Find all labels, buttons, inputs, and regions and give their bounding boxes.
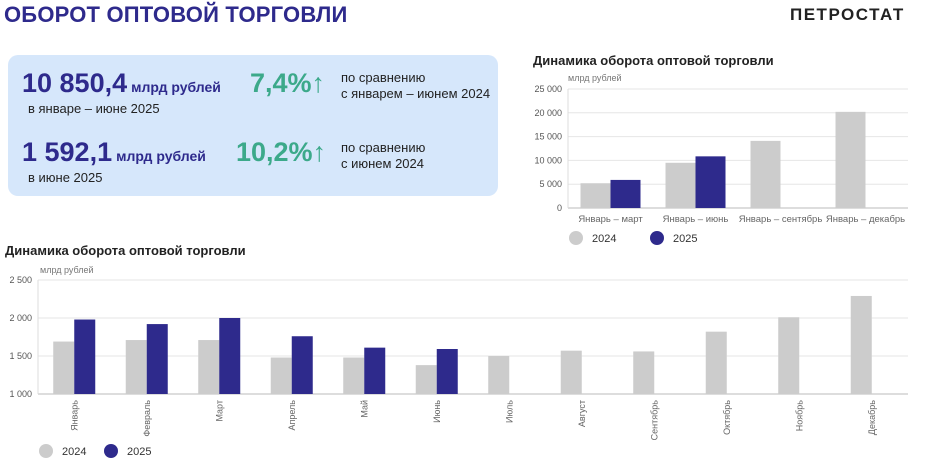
- legend-marker-2025: [104, 444, 118, 458]
- bar-2024: [125, 340, 147, 394]
- legend-marker-2024: [569, 231, 583, 245]
- y-tick-label: 25 000: [534, 84, 562, 94]
- kpi-total-change: 7,4%↑: [250, 68, 325, 99]
- kpi-june-compare-line1: по сравнению: [341, 140, 426, 155]
- kpi-total-compare: по сравнению с январем – июнем 2024: [341, 70, 490, 102]
- bar-2025: [364, 347, 386, 394]
- y-tick-label: 1 000: [9, 389, 32, 399]
- bar-2025: [146, 324, 168, 394]
- x-tick-label: Март: [214, 400, 224, 422]
- x-tick-label: Октябрь: [722, 400, 732, 435]
- bar-2025: [695, 156, 726, 208]
- y-tick-label: 2 500: [9, 275, 32, 285]
- bar-2024: [750, 140, 781, 208]
- arrow-up-icon: ↑: [312, 137, 327, 167]
- kpi-june: 1 592,1 млрд рублей: [22, 137, 206, 168]
- y-tick-label: 10 000: [534, 155, 562, 165]
- x-tick-label: Июль: [504, 400, 514, 423]
- kpi-june-compare-line2: с июнем 2024: [341, 156, 425, 171]
- bar-2024: [705, 331, 727, 394]
- legend-marker-2024: [39, 444, 53, 458]
- kpi-panel: 10 850,4 млрд рублей в январе – июне 2025…: [8, 55, 498, 196]
- kpi-total-period: в январе – июне 2025: [28, 101, 160, 116]
- bar-2024: [560, 350, 582, 394]
- y-axis-unit-label: млрд рублей: [568, 73, 622, 83]
- bar-2025: [610, 179, 641, 208]
- bar-2024: [850, 295, 872, 394]
- x-tick-label: Февраль: [142, 400, 152, 437]
- kpi-june-value: 1 592,1: [22, 137, 113, 167]
- x-tick-label: Июнь: [432, 400, 442, 423]
- x-tick-label: Ноябрь: [794, 400, 804, 432]
- y-tick-label: 20 000: [534, 108, 562, 118]
- bar-2024: [53, 341, 75, 394]
- legend-marker-2025: [650, 231, 664, 245]
- y-axis-unit-label: млрд рублей: [40, 265, 94, 275]
- kpi-june-pct: 10,2%: [236, 137, 313, 167]
- kpi-total-compare-line1: по сравнению: [341, 70, 426, 85]
- x-tick-label: Май: [359, 400, 369, 418]
- kpi-total: 10 850,4 млрд рублей: [22, 68, 221, 99]
- x-tick-label: Август: [577, 400, 587, 427]
- kpi-june-unit: млрд рублей: [116, 148, 206, 164]
- kpi-june-change: 10,2%↑: [236, 137, 326, 168]
- kpi-total-value: 10 850,4: [22, 68, 128, 98]
- x-tick-label: Январь – март: [578, 214, 643, 225]
- kpi-total-compare-line2: с январем – июнем 2024: [341, 86, 491, 101]
- kpi-total-pct: 7,4%: [250, 68, 312, 98]
- x-tick-label: Январь – декабрь: [826, 214, 905, 225]
- kpi-total-unit: млрд рублей: [131, 79, 221, 95]
- x-tick-label: Апрель: [287, 400, 297, 431]
- x-tick-label: Январь – июнь: [663, 214, 729, 225]
- kpi-june-compare: по сравнению с июнем 2024: [341, 140, 425, 172]
- kpi-june-period: в июне 2025: [28, 170, 103, 185]
- legend-label-2024: 2024: [592, 233, 616, 245]
- bar-2025: [436, 349, 458, 394]
- page-title: ОБОРОТ ОПТОВОЙ ТОРГОВЛИ: [4, 2, 348, 27]
- legend-label-2024: 2024: [62, 446, 86, 458]
- petrostat-logo: ПЕТРОСТАТ: [790, 5, 905, 24]
- bar-2024: [270, 357, 292, 394]
- bar-2025: [74, 319, 96, 394]
- y-tick-label: 15 000: [534, 132, 562, 142]
- legend-label-2025: 2025: [673, 233, 697, 245]
- bar-2024: [580, 183, 611, 208]
- bar-2025: [291, 336, 313, 394]
- bar-2024: [665, 162, 696, 208]
- x-tick-label: Январь: [69, 400, 79, 431]
- monthly-chart-title: Динамика оборота оптовой торговли: [5, 243, 246, 258]
- legend-label-2025: 2025: [127, 446, 151, 458]
- arrow-up-icon: ↑: [311, 68, 326, 98]
- bar-2024: [488, 356, 510, 394]
- y-tick-label: 0: [557, 203, 562, 213]
- y-tick-label: 1 500: [9, 351, 32, 361]
- bar-2024: [343, 357, 365, 394]
- bar-2024: [835, 111, 866, 208]
- y-tick-label: 2 000: [9, 313, 32, 323]
- bar-2024: [633, 351, 655, 394]
- x-tick-label: Январь – сентябрь: [739, 214, 823, 225]
- bar-2024: [198, 340, 220, 394]
- x-tick-label: Сентябрь: [649, 400, 659, 441]
- cumulative-chart-title: Динамика оборота оптовой торговли: [533, 53, 774, 68]
- x-tick-label: Декабрь: [867, 400, 877, 435]
- y-tick-label: 5 000: [539, 179, 562, 189]
- bar-2025: [219, 318, 241, 394]
- bar-2024: [415, 365, 437, 394]
- bar-2024: [778, 317, 800, 394]
